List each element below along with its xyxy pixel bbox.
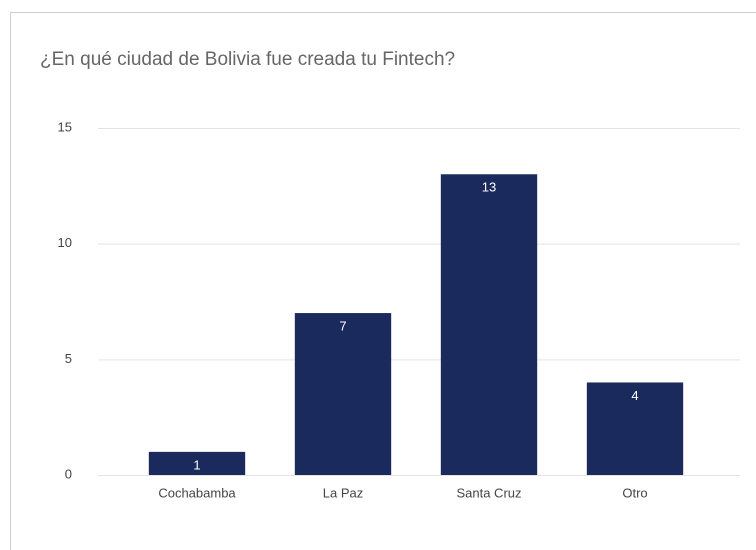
data-label: 4 xyxy=(631,388,638,403)
bar xyxy=(440,174,538,475)
x-tick-label: Cochabamba xyxy=(158,485,236,500)
y-tick-label: 10 xyxy=(58,235,72,250)
data-label: 1 xyxy=(193,457,200,472)
x-tick-label: La Paz xyxy=(323,485,363,500)
data-label: 13 xyxy=(482,180,496,195)
y-tick-label: 0 xyxy=(65,466,72,481)
bar xyxy=(586,382,684,475)
y-tick-label: 5 xyxy=(65,351,72,366)
x-tick-label: Otro xyxy=(622,485,647,500)
data-label: 7 xyxy=(339,319,346,334)
y-tick-label: 15 xyxy=(58,119,72,134)
bar xyxy=(148,451,246,475)
x-tick-label: Santa Cruz xyxy=(456,485,521,500)
chart-title: ¿En qué ciudad de Bolivia fue creada tu … xyxy=(40,49,455,70)
bar xyxy=(294,313,392,475)
